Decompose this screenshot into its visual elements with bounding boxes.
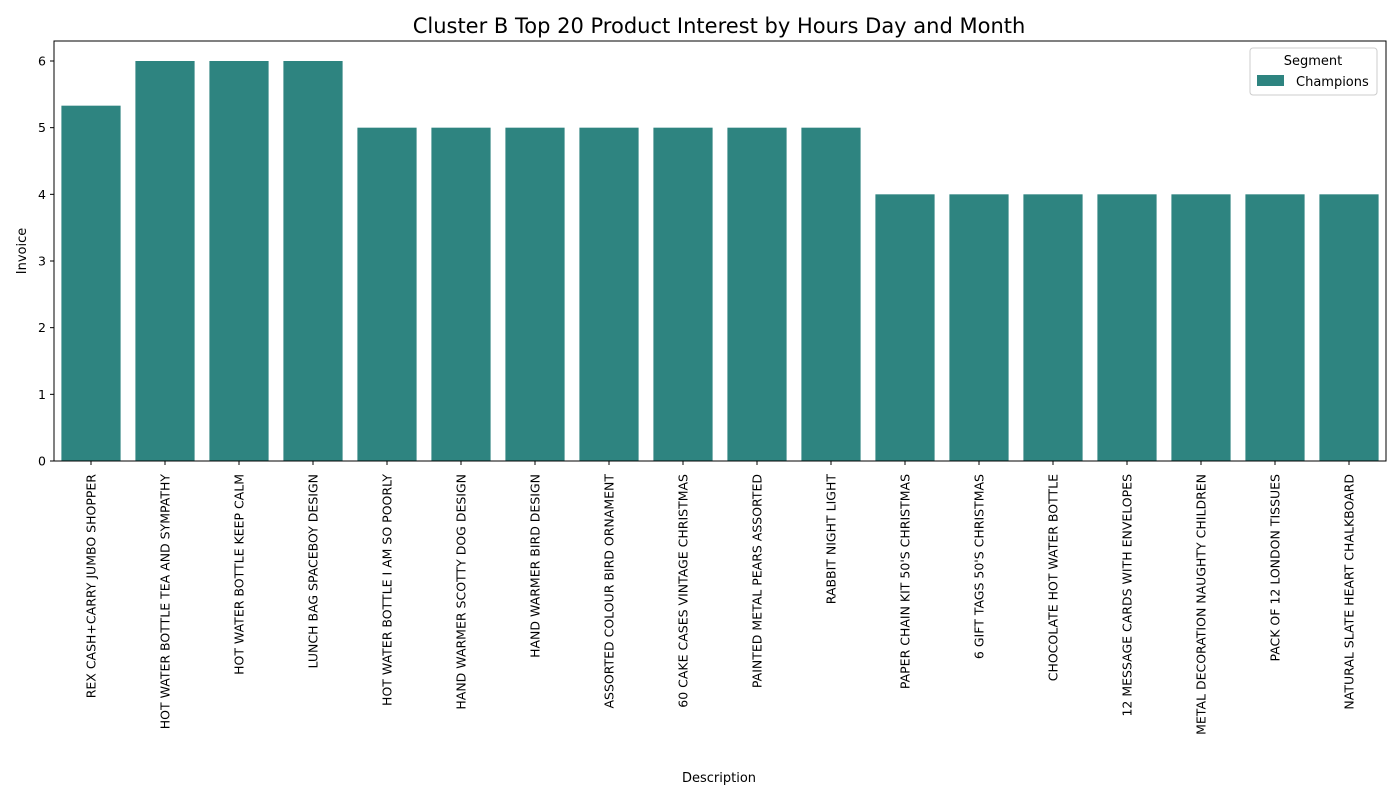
- x-axis-label: Description: [682, 771, 756, 786]
- y-tick-label: 0: [38, 454, 46, 469]
- x-tick-label: PAPER CHAIN KIT 50'S CHRISTMAS: [898, 474, 913, 689]
- legend-label: Champions: [1296, 75, 1369, 90]
- bar: [283, 61, 343, 461]
- y-tick-label: 5: [38, 120, 46, 135]
- x-tick-label: 6 GIFT TAGS 50'S CHRISTMAS: [972, 474, 987, 659]
- bars-layer: [61, 61, 1379, 462]
- bar: [1245, 194, 1305, 461]
- bar: [135, 61, 195, 461]
- bar: [1023, 194, 1083, 461]
- bar: [61, 105, 121, 462]
- bar: [875, 194, 935, 461]
- x-tick-label: REX CASH+CARRY JUMBO SHOPPER: [84, 474, 99, 699]
- bar: [801, 127, 861, 462]
- x-tick-label: CHOCOLATE HOT WATER BOTTLE: [1046, 474, 1061, 681]
- x-tick-label: 60 CAKE CASES VINTAGE CHRISTMAS: [676, 474, 691, 708]
- y-tick-label: 3: [38, 254, 46, 269]
- bar: [1171, 194, 1231, 461]
- legend: Segment Champions: [1249, 47, 1378, 96]
- chart-title: Cluster B Top 20 Product Interest by Hou…: [413, 14, 1026, 38]
- bar: [209, 61, 269, 461]
- legend-swatch: [1257, 75, 1284, 86]
- x-tick-label: HOT WATER BOTTLE KEEP CALM: [232, 474, 247, 675]
- x-tick-label: HOT WATER BOTTLE TEA AND SYMPATHY: [158, 474, 173, 730]
- y-tick-label: 4: [38, 187, 46, 202]
- y-tick-label: 2: [38, 320, 46, 335]
- bar: [579, 127, 639, 462]
- y-axis-ticks: 0 1 2 3 4 5 6: [38, 54, 54, 469]
- bar: [1097, 194, 1157, 461]
- y-tick-label: 6: [38, 54, 46, 69]
- x-tick-label: ASSORTED COLOUR BIRD ORNAMENT: [602, 474, 617, 709]
- x-tick-label: PACK OF 12 LONDON TISSUES: [1268, 474, 1283, 662]
- x-tick-label: LUNCH BAG SPACEBOY DESIGN: [306, 474, 321, 668]
- bar: [1319, 194, 1379, 461]
- bar: [727, 127, 787, 462]
- plot-frame: [53, 40, 1387, 462]
- bar: [505, 127, 565, 462]
- bar: [357, 127, 417, 462]
- legend-title: Segment: [1284, 54, 1343, 69]
- x-axis-ticks: REX CASH+CARRY JUMBO SHOPPER HOT WATER BO…: [84, 461, 1357, 735]
- bar: [653, 127, 713, 462]
- y-tick-label: 1: [38, 387, 46, 402]
- x-tick-label: PAINTED METAL PEARS ASSORTED: [750, 474, 765, 688]
- bar: [431, 127, 491, 462]
- x-tick-label: 12 MESSAGE CARDS WITH ENVELOPES: [1120, 474, 1135, 717]
- x-tick-label: HAND WARMER SCOTTY DOG DESIGN: [454, 474, 469, 710]
- bar: [949, 194, 1009, 461]
- x-tick-label: RABBIT NIGHT LIGHT: [824, 474, 839, 605]
- y-axis-label: Invoice: [15, 228, 30, 274]
- x-tick-label: NATURAL SLATE HEART CHALKBOARD: [1342, 474, 1357, 710]
- x-tick-label: METAL DECORATION NAUGHTY CHILDREN: [1194, 474, 1209, 735]
- x-tick-label: HOT WATER BOTTLE I AM SO POORLY: [380, 474, 395, 706]
- x-tick-label: HAND WARMER BIRD DESIGN: [528, 474, 543, 658]
